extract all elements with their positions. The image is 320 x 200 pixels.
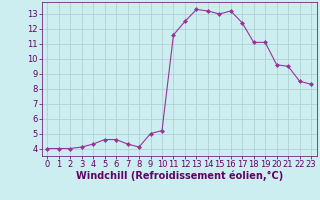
X-axis label: Windchill (Refroidissement éolien,°C): Windchill (Refroidissement éolien,°C) (76, 171, 283, 181)
